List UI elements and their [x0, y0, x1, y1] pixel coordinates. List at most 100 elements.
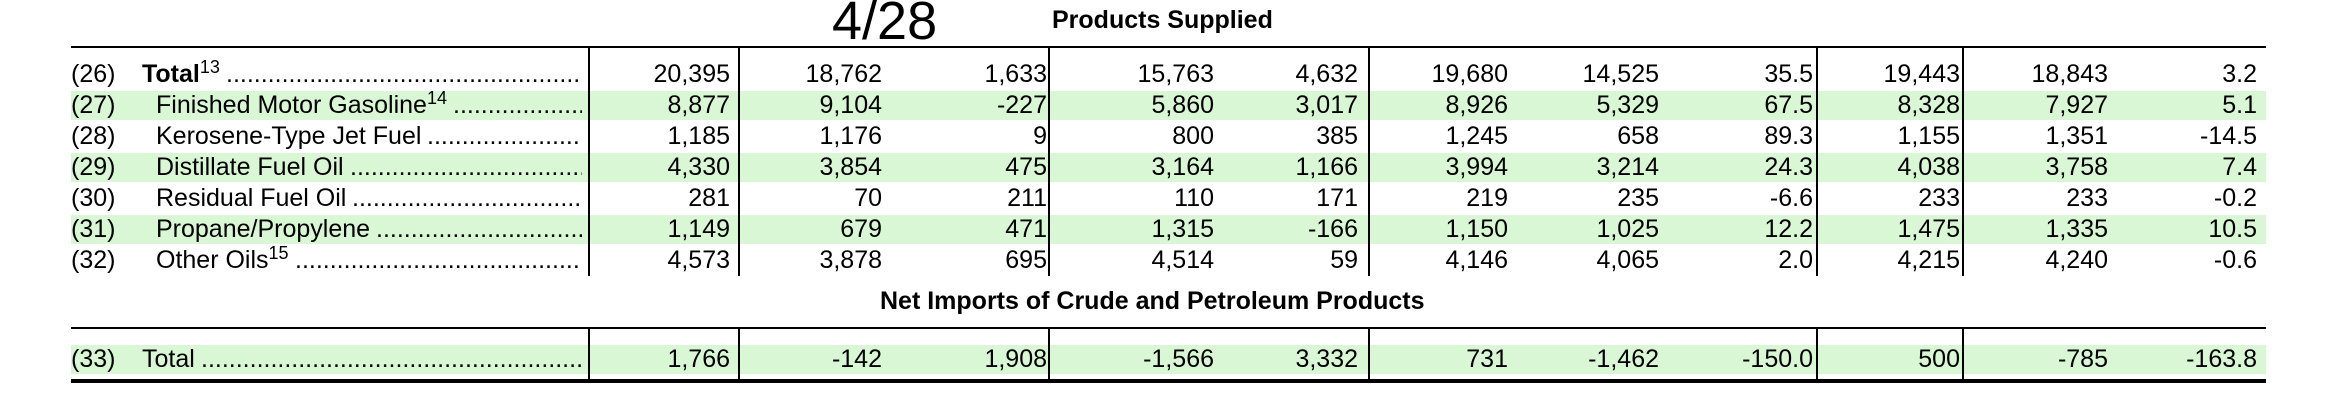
row-number: (26) [71, 60, 116, 88]
cell-col-3: 1,633 [984, 60, 1047, 88]
row-label: Kerosene-Type Jet Fuel [156, 122, 421, 151]
cell-col-9: 19,443 [1883, 60, 1960, 88]
cell-col-1: 4,573 [667, 246, 730, 274]
column-divider [588, 48, 590, 276]
row-number: (27) [71, 91, 116, 119]
cell-col-4: 110 [1174, 184, 1214, 212]
cell-col-6: 8,926 [1445, 91, 1508, 119]
cell-col-5: 4,632 [1295, 60, 1358, 88]
cell-col-9: 1,155 [1897, 122, 1960, 150]
cell-col-11: -0.2 [2213, 184, 2257, 212]
cell-col-1: 1,766 [667, 345, 730, 373]
column-divider [1816, 329, 1818, 379]
cell-col-4: -1,566 [1143, 345, 1214, 373]
dot-leader: ........................................… [427, 122, 582, 150]
cell-col-9: 4,215 [1897, 246, 1960, 274]
row-label: Distillate Fuel Oil [156, 153, 344, 182]
cell-col-3: 1,908 [984, 345, 1047, 373]
row-number: (29) [71, 153, 116, 181]
cell-col-2: 3,878 [819, 246, 882, 274]
column-divider [738, 329, 740, 379]
cell-col-1: 1,149 [667, 215, 730, 243]
cell-col-11: 10.5 [2208, 215, 2257, 243]
date-stamp: 4/28 [832, 0, 938, 51]
footnote-marker: 13 [199, 57, 220, 77]
cell-col-2: 1,176 [819, 122, 882, 150]
column-divider [1816, 48, 1818, 276]
row-number: (31) [71, 215, 116, 243]
cell-col-6: 219 [1466, 184, 1508, 212]
cell-col-3: 9 [1033, 122, 1047, 150]
dot-leader: ........................................… [350, 153, 582, 181]
column-divider [1368, 48, 1370, 276]
row-label: Propane/Propylene [156, 215, 370, 244]
cell-col-3: 471 [1005, 215, 1047, 243]
cell-col-9: 1,475 [1897, 215, 1960, 243]
row-label-text: Other Oils [156, 246, 269, 274]
cell-col-5: 1,166 [1295, 153, 1358, 181]
cell-col-7: 658 [1617, 122, 1659, 150]
cell-col-2: 70 [854, 184, 882, 212]
row-label-text: Kerosene-Type Jet Fuel [156, 122, 422, 150]
cell-col-6: 1,150 [1445, 215, 1508, 243]
row-label: Total13 [142, 57, 220, 89]
cell-col-4: 3,164 [1151, 153, 1214, 181]
cell-col-1: 8,877 [667, 91, 730, 119]
row-label: Total [142, 345, 195, 374]
cell-col-5: 59 [1330, 246, 1358, 274]
column-divider [1962, 329, 1964, 379]
row-label-text: Propane/Propylene [156, 215, 371, 243]
cell-col-9: 8,328 [1897, 91, 1960, 119]
cell-col-2: 18,762 [805, 60, 882, 88]
dot-leader: ........................................… [201, 345, 582, 373]
cell-col-11: 5.1 [2222, 91, 2257, 119]
row-number: (32) [71, 246, 116, 274]
cell-col-10: 233 [2066, 184, 2108, 212]
cell-col-6: 731 [1466, 345, 1508, 373]
row-number: (28) [71, 122, 116, 150]
cell-col-1: 281 [688, 184, 730, 212]
table-row: (32) Other Oils15........................… [71, 243, 2266, 275]
footnote-marker: 15 [268, 243, 289, 263]
cell-col-8: 12.2 [1764, 215, 1813, 243]
cell-col-7: 14,525 [1582, 60, 1659, 88]
header-rule-top [71, 46, 2266, 48]
row-number: (30) [71, 184, 116, 212]
dot-leader: ........................................… [376, 215, 582, 243]
cell-col-10: 7,927 [2045, 91, 2108, 119]
column-divider [738, 48, 740, 276]
cell-col-5: 3,332 [1295, 345, 1358, 373]
cell-col-11: 7.4 [2222, 153, 2257, 181]
cell-col-10: 1,351 [2045, 122, 2108, 150]
cell-col-7: 5,329 [1596, 91, 1659, 119]
cell-col-9: 500 [1918, 345, 1960, 373]
cell-col-8: 24.3 [1764, 153, 1813, 181]
section-title-net-imports: Net Imports of Crude and Petroleum Produ… [880, 287, 1425, 315]
table-bottom-rule [71, 379, 2266, 383]
cell-col-9: 233 [1918, 184, 1960, 212]
section-title-products-supplied: Products Supplied [1052, 6, 1273, 34]
cell-col-7: 235 [1617, 184, 1659, 212]
cell-col-2: 9,104 [819, 91, 882, 119]
cell-col-5: 3,017 [1295, 91, 1358, 119]
cell-col-11: 3.2 [2222, 60, 2257, 88]
cell-col-5: 171 [1316, 184, 1358, 212]
cell-col-10: 1,335 [2045, 215, 2108, 243]
cell-col-10: 18,843 [2031, 60, 2108, 88]
cell-col-6: 4,146 [1445, 246, 1508, 274]
cell-col-7: 1,025 [1596, 215, 1659, 243]
column-divider [1048, 48, 1050, 276]
table-row: (27) Finished Motor Gasoline14...........… [71, 89, 2266, 120]
row-label-text: Total [142, 345, 195, 373]
cell-col-3: 695 [1005, 246, 1047, 274]
cell-col-11: -163.8 [2186, 345, 2257, 373]
dot-leader: ........................................… [295, 246, 582, 274]
row-label-text: Finished Motor Gasoline [156, 91, 427, 119]
cell-col-4: 1,315 [1151, 215, 1214, 243]
cell-col-11: -0.6 [2213, 246, 2257, 274]
cell-col-9: 4,038 [1897, 153, 1960, 181]
cell-col-10: 4,240 [2045, 246, 2108, 274]
table-row: (28) Kerosene-Type Jet Fuel..............… [71, 122, 2266, 151]
cell-col-4: 5,860 [1151, 91, 1214, 119]
cell-col-10: 3,758 [2045, 153, 2108, 181]
